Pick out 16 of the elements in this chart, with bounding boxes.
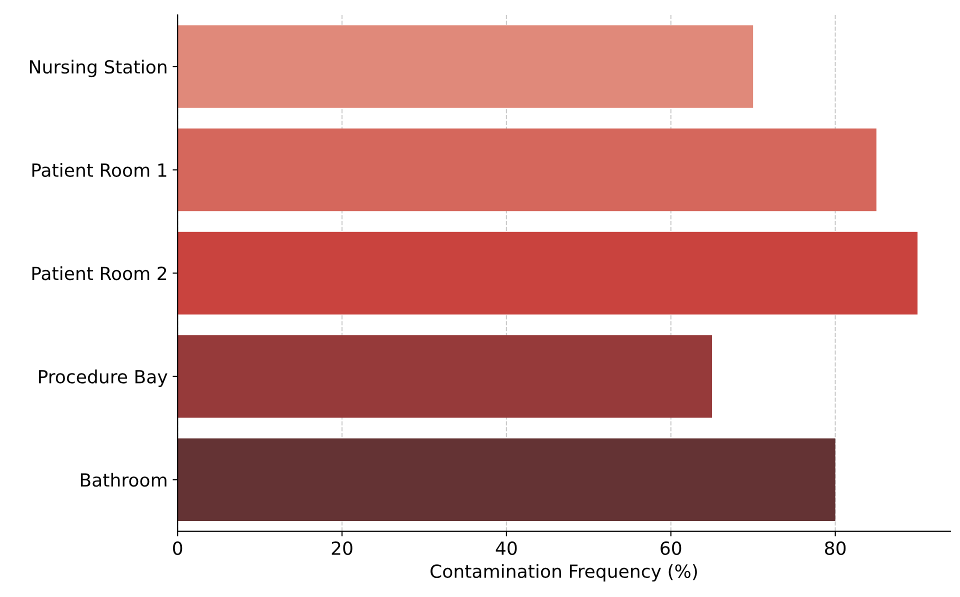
- x-tick-label: 0: [173, 541, 182, 556]
- y-tick-label: Procedure Bay: [39, 370, 168, 388]
- x-tick-label: 40: [496, 541, 517, 556]
- bar: [178, 25, 754, 108]
- bar: [178, 232, 918, 314]
- x-axis-title: Contamination Frequency (%): [430, 564, 697, 582]
- x-tick-label: 80: [825, 541, 846, 556]
- y-tick-label: Bathroom: [80, 472, 166, 487]
- bar: [178, 438, 836, 521]
- y-tick-label: Patient Room 2: [32, 266, 166, 280]
- x-tick-label: 60: [660, 541, 682, 556]
- bar: [178, 335, 712, 418]
- y-tick-label: Patient Room 1: [32, 162, 166, 177]
- y-tick-label: Nursing Station: [30, 60, 166, 78]
- bar: [178, 128, 876, 212]
- x-tick-label: 20: [332, 541, 352, 556]
